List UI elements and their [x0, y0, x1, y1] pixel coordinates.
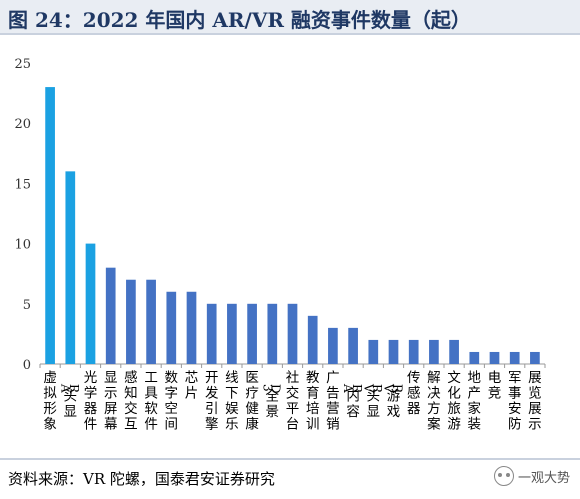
bar	[469, 351, 480, 364]
bar	[348, 327, 358, 364]
watermark-text: 一观大势	[517, 470, 570, 486]
bar	[206, 303, 217, 364]
title-bar: 图 24：2022 年国内 AR/VR 融资事件数量（起）	[0, 0, 580, 35]
x-tick-label: 传感器	[407, 370, 421, 417]
x-tick-label: 教育培训	[306, 370, 320, 433]
bar	[85, 243, 96, 364]
x-tick-label: 医疗健康	[245, 370, 259, 433]
x-tick-label: 文化旅游	[447, 370, 461, 433]
bar	[166, 291, 177, 364]
x-tick-label: 军事安防	[508, 370, 522, 433]
bar	[489, 351, 500, 364]
bar	[287, 303, 298, 364]
footer: 资料来源：VR 陀螺，国泰君安证券研究 一观大势	[0, 458, 580, 499]
bar	[328, 327, 338, 364]
x-tick-label: 展览展示	[528, 370, 542, 433]
watermark: 一观大势	[493, 466, 570, 486]
chart-title: 图 24：2022 年国内 AR/VR 融资事件数量（起）	[8, 8, 471, 32]
x-tick-label: VR 游戏	[382, 383, 405, 420]
source-note: 资料来源：VR 陀螺，国泰君安证券研究	[8, 470, 275, 488]
x-tick-label: AR 内容	[341, 383, 364, 420]
x-tick-label: 光学器件	[84, 370, 98, 433]
x-tick-label: 3D全景	[261, 384, 283, 420]
bar	[388, 339, 399, 364]
y-tick-label: 20	[14, 117, 31, 132]
y-tick-label: 0	[23, 358, 31, 373]
x-tick-label: 社交平台	[286, 370, 300, 433]
x-tick-label: 电竞	[488, 370, 502, 402]
bar	[368, 339, 379, 364]
bar	[45, 87, 55, 364]
bar	[267, 303, 278, 364]
x-tick-label: 芯片	[185, 370, 199, 402]
y-tick-label: 10	[14, 238, 31, 253]
bar	[247, 303, 257, 364]
y-tick-label: 25	[14, 57, 31, 72]
bar	[126, 279, 136, 364]
bar	[146, 279, 156, 364]
bar	[509, 351, 520, 364]
bar	[105, 267, 116, 364]
bar	[65, 171, 76, 364]
x-tick-label: 工具软件	[144, 370, 158, 433]
x-tick-label: VR 头显	[361, 383, 384, 420]
x-tick-label: 线下娱乐	[225, 370, 239, 433]
x-tick-label: 数字空间	[165, 370, 179, 433]
bar	[408, 339, 419, 364]
y-tick-label: 15	[14, 177, 31, 192]
bar	[429, 339, 439, 364]
bar	[307, 315, 318, 364]
x-tick-label: 开发引擎	[205, 370, 219, 433]
bar	[530, 351, 540, 364]
x-tick-label: 虚拟形象	[43, 370, 57, 433]
bar	[186, 291, 197, 364]
x-tick-label: 地产家装	[468, 370, 482, 433]
bar	[449, 339, 459, 364]
x-tick-label: 感知交互	[124, 369, 138, 433]
y-tick-label: 5	[23, 298, 31, 313]
x-tick-label: 广告营销	[326, 370, 340, 433]
bar	[227, 303, 237, 364]
x-tick-label: AR 头显	[58, 383, 81, 420]
wechat-icon	[493, 466, 514, 486]
x-tick-label: 显示屏幕	[104, 370, 118, 433]
x-tick-label: 解决方案	[427, 370, 441, 433]
